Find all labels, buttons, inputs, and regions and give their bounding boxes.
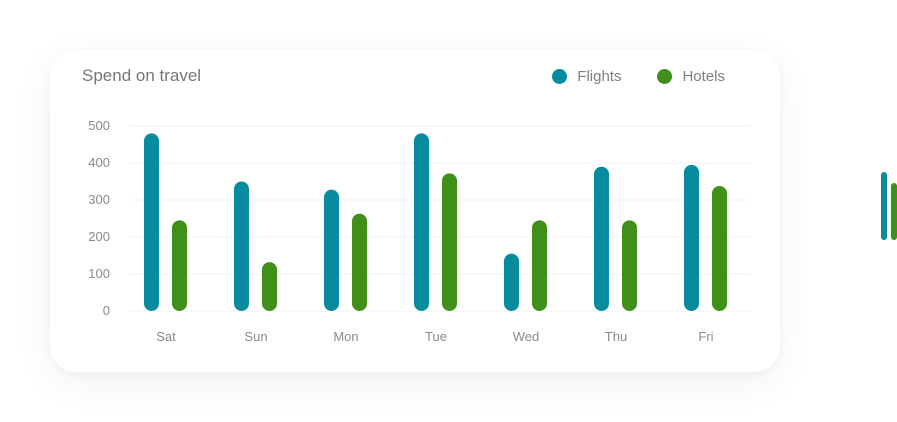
bar-hotels-fri[interactable] — [712, 185, 727, 311]
y-tick-label: 200 — [88, 229, 110, 244]
bar-hotels-sun[interactable] — [262, 262, 277, 311]
x-tick-label: Wed — [513, 329, 540, 344]
mini-bar-decoration — [878, 170, 897, 240]
legend-dot-flights-icon — [552, 69, 568, 84]
x-tick-label: Fri — [698, 329, 713, 344]
y-tick-label: 300 — [88, 192, 110, 207]
bar-hotels-mon[interactable] — [352, 213, 367, 311]
legend-item-flights[interactable]: Flights — [552, 68, 621, 85]
bar-flights-wed[interactable] — [504, 253, 519, 311]
bar-hotels-wed[interactable] — [532, 220, 547, 311]
mini-bar-hotels — [891, 183, 897, 240]
x-tick-label: Mon — [333, 329, 358, 344]
bar-hotels-tue[interactable] — [442, 173, 457, 311]
x-tick-label: Tue — [425, 329, 447, 344]
bar-flights-sun[interactable] — [234, 181, 249, 312]
legend-item-hotels[interactable]: Hotels — [657, 68, 725, 85]
legend-dot-hotels-icon — [657, 69, 673, 84]
y-axis-ticks: 0 100 200 300 400 500 — [88, 118, 110, 318]
bar-hotels-sat[interactable] — [172, 220, 187, 311]
bar-flights-mon[interactable] — [324, 189, 339, 311]
chart-legend: Flights Hotels — [552, 68, 725, 85]
x-tick-label: Sun — [244, 329, 267, 344]
bar-hotels-thu[interactable] — [622, 220, 637, 311]
grid-layer — [130, 125, 750, 312]
chart-card: Spend on travel Flights Hotels 0 100 200 30… — [50, 50, 780, 372]
y-tick-label: 0 — [103, 303, 110, 318]
x-tick-label: Sat — [156, 329, 176, 344]
bar-flights-fri[interactable] — [684, 164, 699, 311]
bar-flights-sat[interactable] — [144, 133, 159, 311]
x-tick-label: Thu — [605, 329, 627, 344]
bars-layer — [144, 133, 727, 311]
bar-flights-thu[interactable] — [594, 166, 609, 311]
x-axis-ticks: Sat Sun Mon Tue Wed Thu Fri — [156, 329, 713, 344]
mini-bar-flights — [881, 172, 887, 240]
legend-label-hotels: Hotels — [682, 68, 725, 85]
legend-label-flights: Flights — [577, 68, 622, 85]
bar-flights-tue[interactable] — [414, 133, 429, 311]
y-tick-label: 400 — [88, 155, 110, 170]
bar-chart: 0 100 200 300 400 500 Sat Sun Mon Tue Wed Thu Fri — [88, 118, 750, 344]
chart-title: Spend on travel — [82, 66, 202, 85]
y-tick-label: 100 — [88, 266, 110, 281]
y-tick-label: 500 — [88, 118, 110, 133]
